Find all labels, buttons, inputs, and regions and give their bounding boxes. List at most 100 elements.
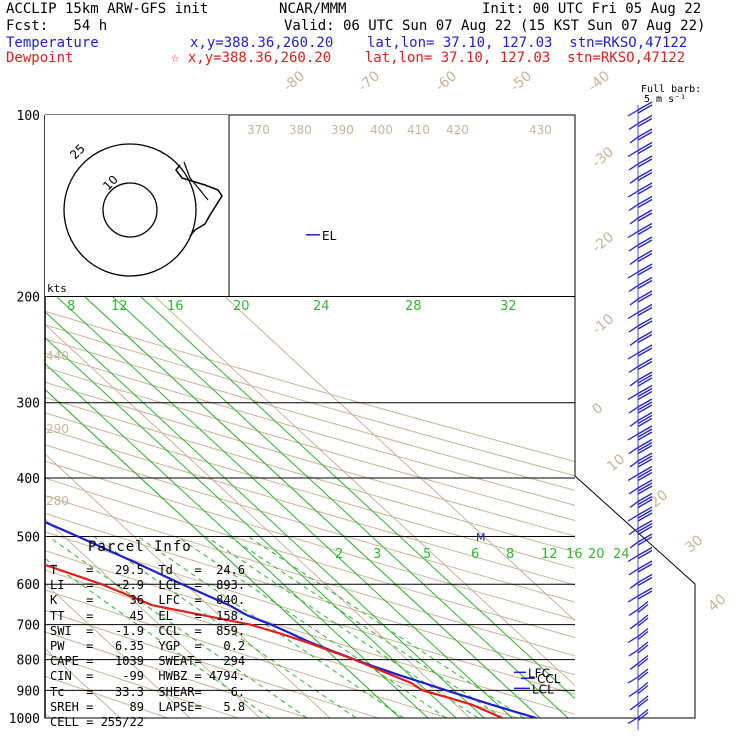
wind-barb-flag: [637, 384, 653, 395]
wind-barb-flag: [637, 158, 653, 168]
wind-barb-flag: [637, 485, 653, 495]
wind-barb-flag: [637, 128, 653, 138]
wind-barb-flag: [637, 198, 653, 209]
wind-barb-flag: [637, 498, 653, 509]
wind-barb-flag: [637, 195, 653, 206]
wind-barb: [629, 176, 639, 185]
dry-adiabat-line: [45, 495, 575, 657]
dewpoint-profile: [45, 563, 503, 718]
wind-barb: [628, 163, 639, 171]
parcel-info-title: Parcel Info: [88, 539, 192, 555]
wind-barb: [629, 581, 639, 590]
wind-barb: [629, 257, 639, 266]
wind-barb: [627, 676, 639, 684]
temperature-location: x,y=388.36,260.20 lat,lon= 37.10, 127.03…: [190, 35, 688, 51]
wind-barb: [629, 703, 639, 711]
pressure-tick-label: 800: [17, 654, 40, 669]
wind-barb-flag: [637, 671, 649, 681]
wind-barb-flag: [637, 320, 653, 330]
wind-barb: [629, 419, 639, 428]
dry-adiabat-line: [45, 324, 575, 477]
mixing-ratio-line: [228, 536, 504, 718]
theta-label: 430: [529, 123, 552, 137]
wind-barb-flag: [637, 630, 649, 641]
wind-barb-flag: [637, 144, 653, 155]
temperature-tick-label: 30: [682, 532, 706, 556]
wind-barb: [629, 379, 639, 387]
theta-label: 390: [331, 123, 354, 137]
isotherm-line: [45, 518, 261, 718]
wind-barb-flag: [637, 249, 653, 260]
parcel-info-row: CELL = 255/22: [50, 715, 144, 729]
mixing-ratio-label: 8: [506, 547, 514, 562]
pressure-tick-label: 700: [17, 619, 40, 634]
profile-series: [45, 520, 537, 718]
wind-barb-flag: [637, 374, 653, 384]
isotherm-line: [45, 453, 331, 718]
pressure-tick-label: 400: [17, 472, 40, 487]
parcel-info-row: LI = -2.9 LCL = 893.: [50, 578, 246, 593]
wind-barb-flag: [637, 590, 653, 600]
wind-barb-flag: [637, 492, 653, 503]
wind-barb-flag: [637, 482, 653, 492]
parcel-info-row: K = 36 LFC = 840.: [50, 593, 246, 608]
wind-barb-flag: [637, 425, 653, 435]
theta-label: 280: [46, 494, 69, 508]
wind-barb-flag: [637, 654, 649, 665]
dry-adiabat-line: [45, 352, 575, 506]
parcel-info-row: CIN = -99 HWBZ = 4794.: [50, 669, 246, 684]
wind-barb-flag: [637, 117, 653, 128]
wind-barb: [627, 271, 639, 279]
wind-barb-flag: [637, 684, 649, 695]
mixing-ratio-label: 24: [313, 299, 330, 314]
wind-barb: [628, 284, 639, 293]
dry-adiabat-line: [45, 427, 575, 586]
temperature-tick-label: -10: [589, 311, 617, 338]
dry-adiabat-line: [45, 444, 575, 603]
wind-barb-flag: [637, 644, 649, 654]
mixing-ratio-label: 20: [588, 547, 605, 562]
pressure-tick-label: 500: [17, 530, 40, 545]
dry-adiabat-line: [45, 512, 575, 676]
wind-barb-flag: [637, 209, 653, 219]
init-time: Init: 00 UTC Fri 05 Aug 22: [482, 1, 702, 17]
wind-barb-flag: [637, 587, 653, 597]
el-label: EL: [322, 229, 337, 243]
theta-label: 410: [407, 123, 430, 137]
dry-adiabat-line: [45, 610, 379, 718]
mixing-ratio-label: 16: [167, 299, 184, 314]
wind-barb-flag: [637, 668, 649, 678]
parcel-info-row: SREH = 89 LAPSE= 5.8: [50, 699, 246, 714]
wind-barb: [628, 649, 639, 657]
dry-adiabat-line: [45, 631, 309, 718]
wind-barb-flag: [637, 657, 649, 668]
dry-adiabat-line: [45, 460, 575, 621]
theta-label: 440: [46, 349, 69, 363]
wind-barb-flag: [637, 519, 653, 530]
wind-barb: [628, 446, 639, 455]
wind-barb-flag: [637, 711, 649, 722]
wind-barb-flag: [637, 155, 653, 165]
wind-barb: [628, 608, 639, 617]
wind-barb-flag: [637, 333, 653, 344]
wind-barb: [629, 500, 639, 509]
wind-barb-flag: [637, 458, 653, 468]
model-title: ACCLIP 15km ARW-GFS init: [6, 1, 209, 17]
wind-barb-flag: [637, 452, 653, 462]
theta-label: 400: [370, 123, 393, 137]
theta-label: 370: [247, 123, 270, 137]
wind-barb-flag: [637, 525, 653, 536]
wind-barb: [627, 554, 639, 563]
wind-barb: [629, 662, 639, 671]
wind-barb-flag: [637, 438, 653, 449]
mixing-ratio-label: 20: [233, 299, 250, 314]
wind-barb-flag: [637, 627, 649, 638]
wind-barb-flag: [637, 695, 649, 705]
wind-barb: [627, 433, 639, 441]
theta-label: 420: [446, 123, 469, 137]
wind-barb: [627, 230, 639, 239]
wind-barb-flag: [637, 468, 653, 479]
wind-barb: [628, 325, 639, 333]
